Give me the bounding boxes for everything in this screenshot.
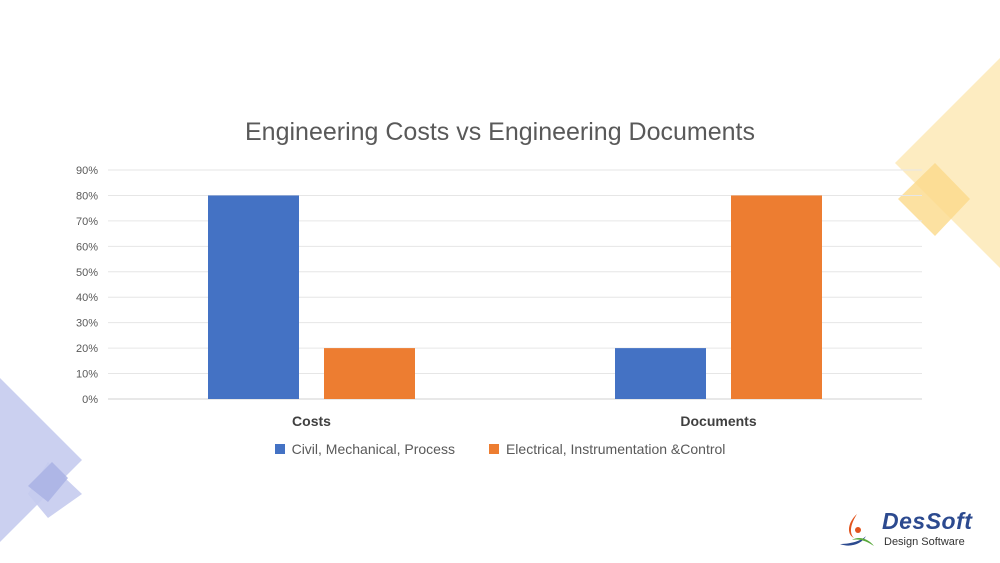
y-tick-label: 60% <box>76 241 98 253</box>
x-category-label: Documents <box>680 413 756 429</box>
y-tick-label: 90% <box>76 165 98 177</box>
y-tick-label: 70% <box>76 216 98 228</box>
chart-title: Engineering Costs vs Engineering Documen… <box>245 118 755 146</box>
y-tick-label: 20% <box>76 343 98 355</box>
legend-label: Electrical, Instrumentation &Control <box>505 441 726 457</box>
dessoft-logo: DesSoft Design Software <box>834 508 994 558</box>
deco-yellow-diamond-small <box>898 163 970 236</box>
legend-item: Electrical, Instrumentation &Control <box>488 441 726 457</box>
bar-costs-series-1 <box>208 195 299 399</box>
bar-costs-series-2 <box>324 348 415 399</box>
legend-item: Civil, Mechanical, Process <box>274 441 455 457</box>
bars <box>208 195 822 399</box>
deco-blue-diamond-dark <box>28 462 68 502</box>
x-category-label: Costs <box>292 413 331 429</box>
legend: Civil, Mechanical, Process Electrical, In… <box>0 441 1000 457</box>
legend-swatch <box>274 444 285 454</box>
bar-documents-series-1 <box>615 348 706 399</box>
x-axis: Costs Documents <box>292 413 757 429</box>
y-tick-label: 30% <box>76 318 98 330</box>
bar-documents-series-2 <box>731 195 822 399</box>
deco-yellow-diamond-large <box>895 58 1000 268</box>
y-tick-label: 0% <box>82 394 98 406</box>
logo-wordmark: DesSoft <box>882 508 973 534</box>
dessoft-swirl-icon <box>840 514 874 546</box>
y-tick-label: 40% <box>76 292 98 304</box>
y-tick-label: 80% <box>76 190 98 202</box>
legend-label: Civil, Mechanical, Process <box>291 441 455 457</box>
legend-swatch <box>488 444 499 454</box>
y-tick-label: 10% <box>76 369 98 381</box>
y-tick-label: 50% <box>76 267 98 279</box>
logo-tagline: Design Software <box>884 536 965 548</box>
deco-blue-triangle-large <box>0 378 82 542</box>
y-axis: 0% 10% 20% 30% 40% 50% 60% 70% 80% 90% <box>76 165 98 406</box>
